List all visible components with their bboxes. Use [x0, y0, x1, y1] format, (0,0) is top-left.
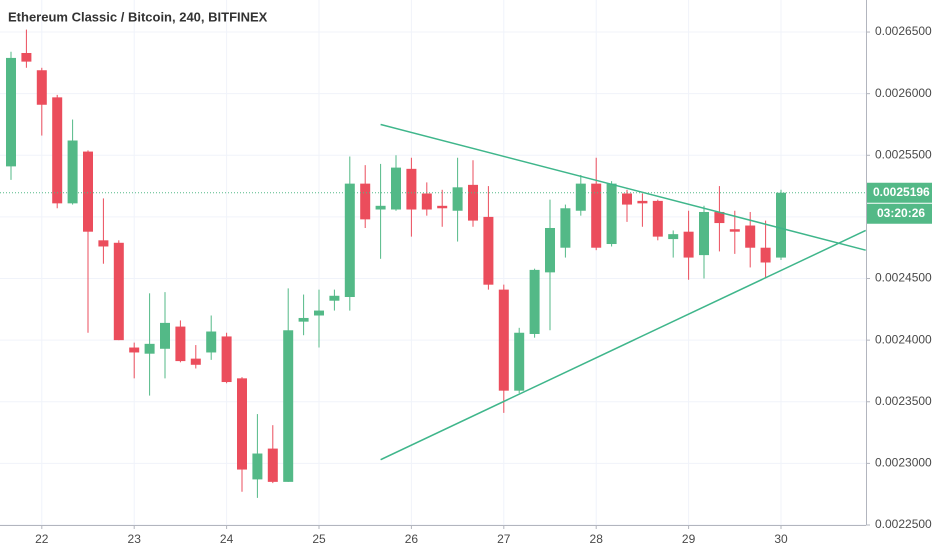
y-tick-label: 0.0022500 — [875, 517, 932, 531]
candle-body — [144, 343, 155, 354]
trend-line — [380, 123, 866, 251]
last-price-label: 0.0025196 — [873, 185, 930, 199]
candle-body — [206, 331, 217, 353]
candle-body — [452, 187, 463, 211]
candle-body — [267, 448, 278, 482]
candle-body — [83, 151, 93, 232]
candle-body — [468, 184, 478, 221]
candle-body — [360, 183, 371, 220]
candle-body — [560, 208, 571, 248]
candle-body — [375, 205, 386, 210]
x-tick-label: 28 — [590, 532, 604, 546]
candle-body — [237, 378, 247, 470]
candle-body — [760, 247, 771, 263]
candle-body — [283, 330, 294, 482]
y-tick-label: 0.0024000 — [875, 332, 932, 346]
y-tick-label: 0.0023000 — [875, 456, 932, 470]
candle-body — [668, 234, 679, 240]
candle-body — [252, 453, 263, 480]
y-tick-label: 0.0026000 — [875, 86, 932, 100]
candle-body — [129, 347, 140, 353]
chart-title: Ethereum Classic / Bitcoin, 240, BITFINE… — [8, 9, 268, 24]
candle-body — [498, 289, 509, 391]
x-tick-label: 29 — [682, 532, 696, 546]
candle-body — [714, 211, 725, 224]
candle-body — [699, 211, 709, 256]
candle-body — [344, 183, 355, 298]
candle-body — [221, 336, 232, 383]
x-tick-label: 27 — [497, 532, 511, 546]
candle-body — [575, 183, 586, 211]
candle-body — [6, 57, 16, 167]
candle-body — [175, 326, 186, 362]
candle-body — [606, 183, 617, 245]
candle-body — [314, 310, 324, 316]
candle-body — [298, 317, 309, 322]
x-tick-label: 22 — [35, 532, 49, 546]
label-layer: 0.0022500 0.0023000 0.0023500 0.0024000 0.00… — [35, 24, 932, 546]
countdown-label: 03:20:26 — [877, 206, 925, 220]
grid-layer — [0, 0, 866, 526]
candle-body — [729, 229, 740, 232]
x-tick-label: 23 — [128, 532, 142, 546]
candle-body — [437, 205, 448, 209]
y-tick-label: 0.0023500 — [875, 394, 932, 408]
candle-body — [67, 140, 78, 204]
last-price-box — [867, 182, 932, 203]
candle-body — [652, 200, 663, 237]
candle-body — [421, 193, 432, 210]
candle-body — [529, 269, 540, 334]
candle-body — [745, 225, 756, 248]
x-tick-label: 26 — [405, 532, 419, 546]
candle-body — [113, 242, 124, 341]
candle-body — [190, 358, 201, 365]
candle-body — [36, 70, 47, 105]
y-tick-label: 0.0026500 — [875, 24, 932, 38]
candle-body — [391, 167, 401, 210]
candle-body — [160, 322, 170, 349]
candle-body — [637, 200, 648, 204]
candle-body — [683, 231, 694, 258]
candle-body — [591, 183, 602, 248]
candle-body — [776, 192, 786, 258]
candle-body — [21, 52, 32, 62]
y-tick-label: 0.0025500 — [875, 147, 932, 161]
candle-body — [406, 168, 417, 210]
candle-body — [622, 193, 632, 205]
y-tick-label: 0.0024500 — [875, 271, 932, 285]
x-tick-label: 24 — [220, 532, 234, 546]
countdown-box — [867, 203, 932, 224]
trend-line — [380, 229, 867, 461]
candle-body — [483, 216, 494, 285]
candle-body — [545, 227, 555, 273]
candle-body — [52, 97, 63, 204]
candle-body — [98, 240, 109, 247]
x-tick-label: 30 — [774, 532, 788, 546]
mark-layer — [0, 29, 867, 498]
x-tick-label: 25 — [312, 532, 326, 546]
candle-body — [514, 332, 525, 391]
candle-body — [329, 295, 340, 301]
